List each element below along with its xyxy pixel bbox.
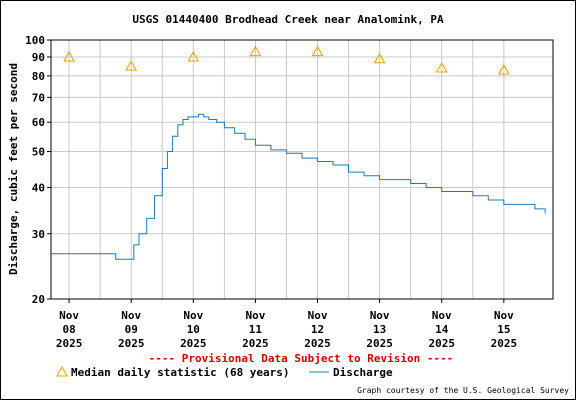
y-tick-label: 100 — [25, 34, 45, 47]
y-axis-label: Discharge, cubic feet per second — [7, 63, 20, 275]
grid — [51, 39, 553, 300]
plot-border — [50, 39, 554, 300]
x-tick-label: 2025 — [56, 337, 83, 350]
x-tick-label: 2025 — [118, 337, 145, 350]
y-axis: 20 30 40 50 60 70 80 90 100 — [25, 34, 51, 306]
series — [51, 45, 546, 260]
median-point — [249, 45, 262, 57]
x-tick-label: 11 — [249, 323, 263, 336]
credit-text: Graph courtesy of the U.S. Geological Su… — [357, 386, 569, 395]
x-tick-label: 2025 — [428, 337, 455, 350]
x-tick-label: 2025 — [366, 337, 393, 350]
x-tick-label: Nov — [245, 309, 265, 322]
y-tick-label: 30 — [32, 228, 45, 241]
x-tick-label: 08 — [62, 323, 75, 336]
median-point — [435, 62, 448, 73]
x-tick-label: 2025 — [491, 337, 518, 350]
y-tick-label: 70 — [32, 91, 45, 104]
x-tick-label: Nov — [308, 309, 328, 322]
x-tick-label: Nov — [370, 309, 390, 322]
x-tick-label: Nov — [494, 309, 514, 322]
x-tick-label: 14 — [435, 323, 449, 336]
y-tick-label: 90 — [32, 51, 45, 64]
x-tick-label: 12 — [311, 323, 324, 336]
x-tick-label: Nov — [432, 309, 452, 322]
x-tick-label: Nov — [59, 309, 79, 322]
y-tick-label: 50 — [32, 146, 45, 159]
median-point — [497, 63, 510, 75]
median-point — [373, 52, 386, 64]
y-tick-label: 20 — [32, 293, 45, 306]
legend-discharge-label: Discharge — [333, 366, 393, 379]
median-point — [311, 45, 324, 57]
y-tick-label: 80 — [32, 70, 45, 83]
y-tick-label: 40 — [32, 181, 45, 194]
x-tick-label: Nov — [121, 309, 141, 322]
legend-median-label: Median daily statistic (68 years) — [71, 366, 290, 379]
x-axis: Nov082025Nov092025Nov102025Nov112025Nov1… — [56, 299, 517, 350]
discharge-line — [51, 113, 546, 260]
x-tick-label: 13 — [373, 323, 386, 336]
chart-title: USGS 01440400 Brodhead Creek near Analom… — [132, 13, 444, 26]
x-tick-label: 10 — [187, 323, 200, 336]
x-tick-label: 2025 — [242, 337, 269, 350]
legend-median-triangle-icon — [56, 365, 68, 377]
legend: Median daily statistic (68 years) Discha… — [56, 365, 393, 379]
x-tick-label: 2025 — [180, 337, 207, 350]
median-point — [187, 50, 200, 62]
median-point — [125, 60, 138, 71]
median-point — [63, 50, 75, 62]
x-tick-label: 09 — [125, 323, 138, 336]
x-tick-label: 15 — [497, 323, 510, 336]
y-tick-label: 60 — [32, 116, 45, 129]
x-tick-label: Nov — [183, 309, 203, 322]
provisional-notice: ---- Provisional Data Subject to Revisio… — [149, 352, 454, 365]
x-tick-label: 2025 — [304, 337, 331, 350]
